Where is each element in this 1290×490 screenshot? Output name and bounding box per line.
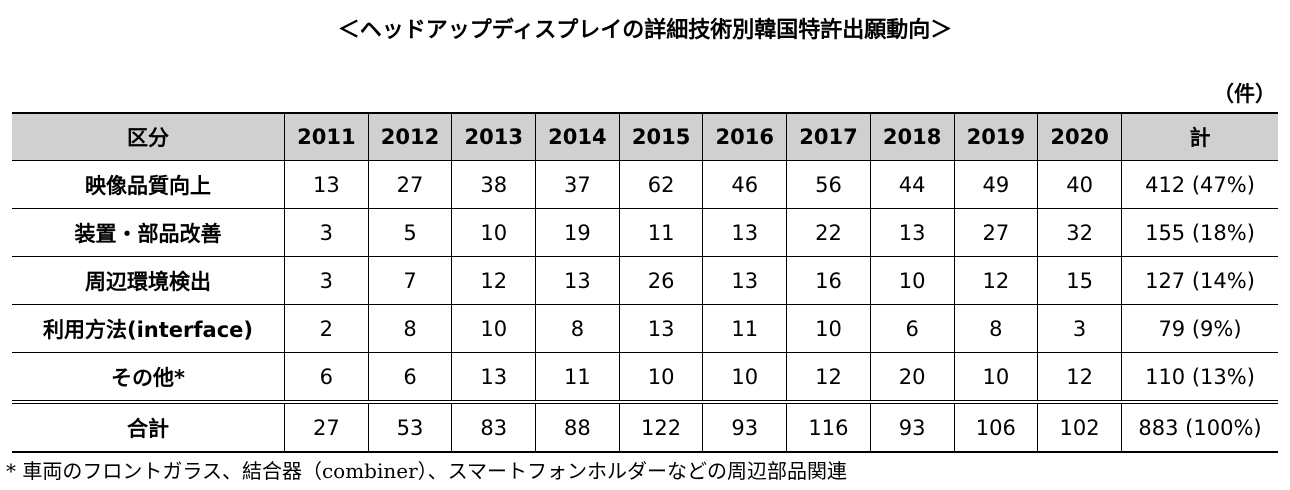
- cell: 7: [367, 256, 453, 305]
- cell: 15: [1037, 256, 1122, 305]
- cell: 12: [451, 256, 537, 305]
- cell: 44: [869, 160, 955, 209]
- table-row: 映像品質向上 13 27 38 37 62 46 56 44 49 40 412 (47%): [12, 160, 1278, 209]
- cell: 6: [367, 352, 453, 403]
- cell: 13: [284, 160, 369, 209]
- cell: 93: [869, 400, 955, 453]
- cell: 8: [535, 304, 620, 353]
- header-cell: 2015: [618, 112, 704, 161]
- cell: 106: [953, 400, 1039, 453]
- cell: 10: [618, 352, 704, 403]
- cell: 12: [953, 256, 1039, 305]
- cell: 79 (9%): [1121, 304, 1278, 353]
- cell: 27: [953, 208, 1039, 257]
- footnote: * 車両のフロントガラス、結合器（combiner）、スマートフォンホルダーなど…: [6, 459, 848, 483]
- cell: 116: [786, 400, 871, 453]
- row-label: 合計: [12, 400, 285, 453]
- cell: 22: [786, 208, 871, 257]
- cell: 10: [451, 304, 537, 353]
- table-row: 周辺環境検出 3 7 12 13 26 13 16 10 12 15 127 (14%): [12, 256, 1278, 305]
- title: ＜ヘッドアップディスプレイの詳細技術別韓国特許出願動向＞: [337, 18, 953, 43]
- cell: 11: [618, 208, 704, 257]
- header-cell: 計: [1121, 112, 1278, 161]
- cell: 6: [869, 304, 955, 353]
- header-cell: 2019: [953, 112, 1039, 161]
- cell: 88: [535, 400, 620, 453]
- cell: 13: [869, 208, 955, 257]
- row-label: 装置・部品改善: [12, 208, 285, 257]
- cell: 12: [1037, 352, 1122, 403]
- cell: 27: [284, 400, 369, 453]
- cell: 32: [1037, 208, 1122, 257]
- row-label: 映像品質向上: [12, 160, 285, 209]
- cell: 19: [535, 208, 620, 257]
- cell: 8: [367, 304, 453, 353]
- cell: 102: [1037, 400, 1122, 453]
- cell: 3: [284, 208, 369, 257]
- cell: 26: [618, 256, 704, 305]
- table-row: 利用方法(interface) 2 8 10 8 13 11 10 6 8 3 79 (9%): [12, 304, 1278, 353]
- header-cell: 2018: [869, 112, 955, 161]
- cell: 2: [284, 304, 369, 353]
- cell: 13: [702, 208, 788, 257]
- cell: 62: [618, 160, 704, 209]
- header-row: 区分 2011 2012 2013 2014 2015 2016 2017 2018 2019 20…: [12, 112, 1278, 161]
- header-cell: 2011: [284, 112, 369, 161]
- cell: 127 (14%): [1121, 256, 1278, 305]
- header-cell: 2013: [451, 112, 537, 161]
- cell: 122: [618, 400, 704, 453]
- cell: 3: [284, 256, 369, 305]
- cell: 20: [869, 352, 955, 403]
- cell: 13: [618, 304, 704, 353]
- cell: 110 (13%): [1121, 352, 1278, 403]
- cell: 38: [451, 160, 537, 209]
- cell: 27: [367, 160, 453, 209]
- cell: 10: [786, 304, 871, 353]
- cell: 46: [702, 160, 788, 209]
- cell: 13: [702, 256, 788, 305]
- row-label: その他*: [12, 352, 285, 403]
- cell: 13: [451, 352, 537, 403]
- cell: 10: [702, 352, 788, 403]
- cell: 11: [535, 352, 620, 403]
- cell: 3: [1037, 304, 1122, 353]
- header-cell: 2020: [1037, 112, 1122, 161]
- cell: 93: [702, 400, 788, 453]
- unit-label: （件）: [1213, 82, 1276, 106]
- row-label: 周辺環境検出: [12, 256, 285, 305]
- cell: 13: [535, 256, 620, 305]
- cell: 10: [451, 208, 537, 257]
- cell: 10: [953, 352, 1039, 403]
- cell: 11: [702, 304, 788, 353]
- total-row: 合計 27 53 83 88 122 93 116 93 106 102 883 (100%): [12, 400, 1278, 453]
- cell: 5: [367, 208, 453, 257]
- cell: 6: [284, 352, 369, 403]
- cell: 56: [786, 160, 871, 209]
- table-body: 映像品質向上 13 27 38 37 62 46 56 44 49 40 412 (47%) 装置・部品…: [12, 160, 1278, 453]
- header-cell: 区分: [12, 112, 285, 161]
- row-label: 利用方法(interface): [12, 304, 285, 353]
- table-row: その他* 6 6 13 11 10 10 12 20 10 12 110 (13%): [12, 352, 1278, 403]
- cell: 16: [786, 256, 871, 305]
- cell: 883 (100%): [1121, 400, 1278, 453]
- cell: 12: [786, 352, 871, 403]
- header-cell: 2012: [367, 112, 453, 161]
- header-cell: 2014: [535, 112, 620, 161]
- cell: 155 (18%): [1121, 208, 1278, 257]
- cell: 10: [869, 256, 955, 305]
- table-row: 装置・部品改善 3 5 10 19 11 13 22 13 27 32 155 (18%): [12, 208, 1278, 257]
- cell: 53: [367, 400, 453, 453]
- cell: 40: [1037, 160, 1122, 209]
- cell: 37: [535, 160, 620, 209]
- cell: 8: [953, 304, 1039, 353]
- cell: 49: [953, 160, 1039, 209]
- header-cell: 2016: [702, 112, 788, 161]
- table: 区分 2011 2012 2013 2014 2015 2016 2017 2018 2019 20…: [12, 112, 1278, 453]
- cell: 83: [451, 400, 537, 453]
- cell: 412 (47%): [1121, 160, 1278, 209]
- header-cell: 2017: [786, 112, 871, 161]
